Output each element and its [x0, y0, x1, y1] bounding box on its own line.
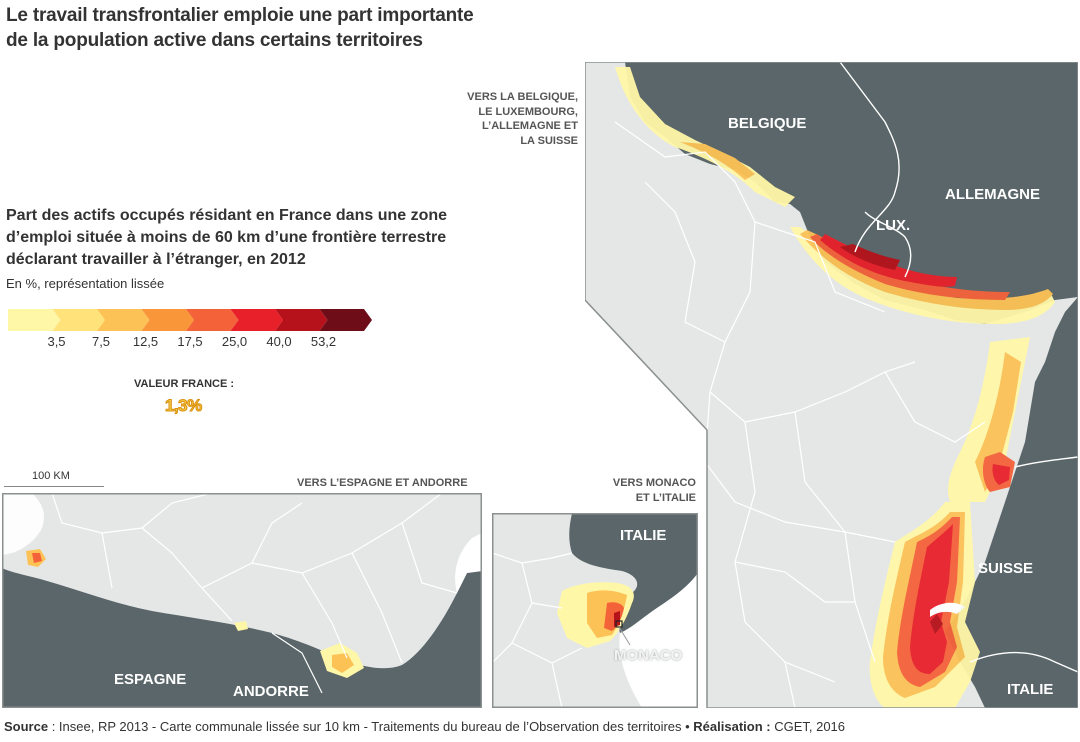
- map-title-line1: Le travail transfrontalier emploie une p…: [6, 5, 474, 26]
- label-monaco: MONACO: [614, 647, 683, 664]
- legend-title-line3: déclarant travailler à l’étranger, en 20…: [6, 251, 306, 268]
- legend-swatch-3: [97, 309, 150, 331]
- legend-tick-5: 25,0: [221, 334, 248, 349]
- legend-tick-3: 12,5: [132, 334, 159, 349]
- callout-monaco: VERS MONACO ET L’ITALIE: [613, 476, 696, 505]
- callout-north-line2: LE LUXEMBOURG,: [478, 105, 578, 118]
- label-belgique: BELGIQUE: [728, 115, 807, 132]
- label-italie-inset: ITALIE: [620, 527, 667, 544]
- legend-swatch-2: [52, 309, 105, 331]
- callout-monaco-line2: ET L’ITALIE: [635, 491, 696, 504]
- legend-tick-6: 40,0: [266, 334, 292, 349]
- legend-swatch-8: [319, 309, 372, 331]
- source-line: Source : Insee, RP 2013 - Carte communal…: [4, 719, 845, 734]
- france-value-label: VALEUR FRANCE :: [134, 378, 235, 390]
- realisation-label: Réalisation :: [693, 719, 771, 734]
- legend-tick-7: 53,2: [310, 334, 337, 349]
- callout-north-line3: L’ALLEMAGNE ET: [482, 120, 578, 132]
- label-suisse: SUISSE: [978, 560, 1034, 577]
- callout-north-line4: LA SUISSE: [520, 134, 578, 147]
- callout-north: VERS LA BELGIQUE, LE LUXEMBOURG, L’ALLEM…: [467, 90, 578, 148]
- legend-tick-4: 17,5: [177, 334, 203, 349]
- neighbor-north: [625, 62, 1078, 324]
- legend-color-ramp: [8, 309, 372, 331]
- legend-swatch-4: [141, 309, 194, 331]
- legend-tick-1: 3,5: [47, 334, 66, 349]
- legend-swatch-5: [186, 309, 239, 331]
- label-lux: LUX.: [876, 217, 911, 234]
- neighbor-east: [945, 297, 1078, 708]
- source-text: : Insee, RP 2013 - Carte communale lissé…: [48, 719, 694, 734]
- legend-swatch-1: [8, 309, 61, 331]
- source-label: Source: [4, 719, 49, 734]
- callout-spain: VERS L’ESPAGNE ET ANDORRE: [297, 477, 468, 489]
- map-title: Le travail transfrontalier emploie une p…: [6, 3, 474, 53]
- label-andorre: ANDORRE: [233, 683, 309, 700]
- legend-unit: En %, représentation lissée: [6, 276, 165, 291]
- spain-area: [2, 568, 482, 708]
- scale-label: 100 KM: [32, 470, 70, 482]
- inset-monaco-map: [492, 513, 698, 708]
- legend-title-line2: d’emploi située à moins de 60 km d’une f…: [6, 229, 447, 246]
- map-title-line2: de la population active dans certains te…: [6, 30, 423, 51]
- legend-tick-2: 7,5: [91, 334, 111, 349]
- inset-spain-map: [2, 493, 482, 708]
- realisation-text: CGET, 2016: [770, 719, 846, 734]
- legend-swatch-6: [230, 309, 283, 331]
- legend-title: Part des actifs occupés résidant en Fran…: [6, 205, 447, 271]
- legend-title-line1: Part des actifs occupés résidant en Fran…: [6, 207, 448, 224]
- callout-monaco-line1: VERS MONACO: [612, 477, 696, 489]
- scale-bar: [4, 486, 104, 487]
- callout-north-line1: VERS LA BELGIQUE,: [467, 91, 578, 103]
- label-italie-main: ITALIE: [1007, 681, 1054, 698]
- legend-swatch-7: [275, 309, 328, 331]
- france-value: 1,3%: [165, 396, 203, 416]
- label-espagne: ESPAGNE: [114, 671, 187, 688]
- italy-area: [569, 513, 698, 633]
- label-allemagne: ALLEMAGNE: [945, 186, 1040, 203]
